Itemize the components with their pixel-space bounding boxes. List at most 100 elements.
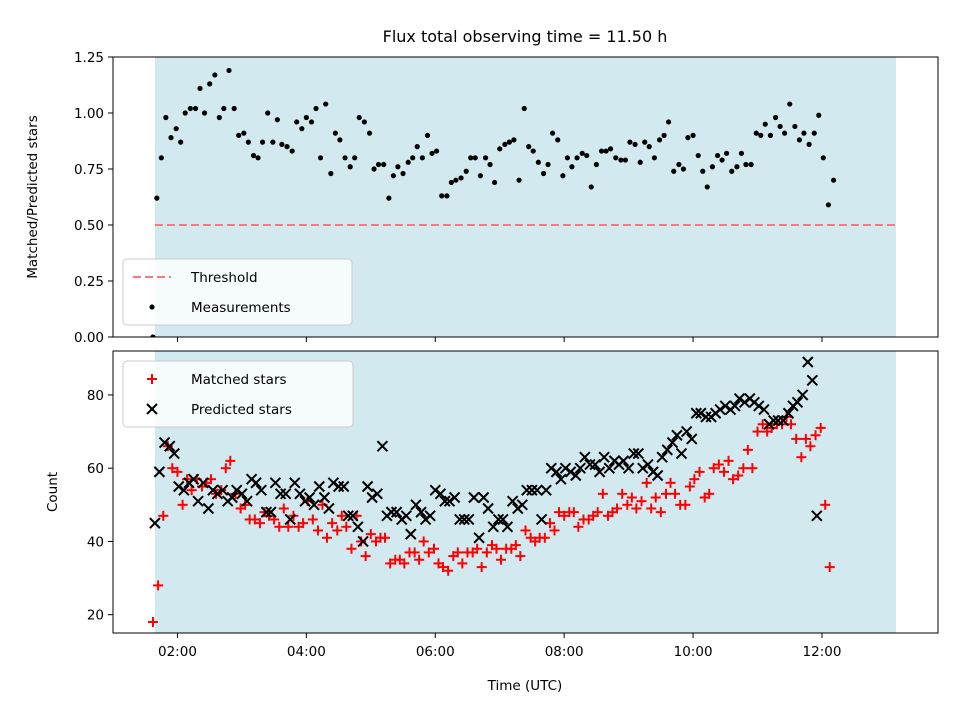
legend-swatch-matched (147, 374, 157, 384)
predicted-point (487, 521, 499, 533)
chart-title: Flux total observing time = 11.50 h (383, 27, 668, 46)
matched-point (379, 532, 390, 543)
ratio-point (719, 157, 725, 163)
ratio-point (371, 166, 377, 172)
matched-point (360, 551, 371, 562)
ratio-point (236, 132, 242, 138)
matched-point (689, 474, 700, 485)
matched-point (612, 503, 623, 514)
ratio-point (299, 126, 305, 132)
y-axis-label: Count (45, 472, 61, 512)
matched-point (641, 477, 652, 488)
ratio-point (361, 119, 367, 125)
ratio-point (574, 155, 580, 161)
ratio-point (245, 139, 251, 145)
ratio-point (265, 110, 271, 116)
matched-point (240, 499, 251, 510)
ratio-point (792, 123, 798, 130)
y-tick-label: 0.75 (74, 162, 104, 178)
matched-point (554, 507, 565, 518)
matched-point (220, 463, 231, 474)
matched-point (409, 547, 420, 558)
legend-box (122, 258, 353, 326)
ratio-point (356, 114, 362, 121)
predicted-point (656, 451, 668, 463)
matched-point (650, 492, 661, 503)
matched-point (800, 433, 811, 444)
predicted-point (158, 436, 171, 449)
y-tick-label: 80 (87, 388, 104, 404)
matched-point (742, 444, 753, 455)
ratio-point (328, 170, 334, 177)
matched-point (713, 459, 724, 470)
predicted-point (468, 491, 480, 504)
matched-point (704, 488, 715, 499)
ratio-point (255, 155, 261, 161)
matched-point (573, 521, 584, 532)
matched-point (791, 433, 802, 444)
ratio-point (593, 161, 599, 168)
predicted-point (622, 462, 635, 474)
matched-point (385, 558, 396, 569)
ratio-point (207, 81, 213, 87)
y-tick-label: 0.25 (74, 274, 104, 290)
matched-point (153, 580, 164, 591)
ratio-point (197, 85, 203, 91)
matched-point (428, 543, 439, 554)
matched-point (752, 426, 763, 437)
predicted-point (733, 392, 746, 405)
ratio-point (410, 155, 416, 161)
ratio-point (830, 177, 837, 183)
predicted-point (593, 466, 606, 478)
predicted-point (700, 411, 712, 423)
matched-point (414, 554, 425, 565)
predicted-point (617, 455, 630, 467)
axes-frame (112, 350, 939, 634)
predicted-point (570, 469, 582, 482)
predicted-point (250, 477, 262, 489)
ratio-point (695, 152, 701, 159)
matched-point (147, 617, 158, 628)
matched-point (796, 452, 807, 463)
matched-point (626, 492, 637, 503)
predicted-point (680, 425, 693, 438)
legend: Matched stars Predicted stars (122, 360, 354, 428)
ratio-point (497, 146, 503, 152)
matched-point (520, 525, 531, 536)
predicted-point (187, 473, 200, 485)
ratio-point (540, 170, 547, 177)
ratio-point (332, 130, 338, 136)
ratio-point (738, 150, 745, 156)
ratio-point (549, 130, 556, 136)
legend-label: Matched stars (191, 372, 287, 388)
ratio-point (598, 148, 605, 154)
y-tick-label: 20 (87, 608, 104, 624)
matched-point (158, 510, 169, 521)
matched-point (646, 503, 657, 514)
ratio-point (723, 150, 730, 156)
predicted-point (598, 451, 610, 463)
ratio-point (168, 135, 174, 141)
matched-point (496, 554, 507, 565)
matched-point (805, 441, 816, 452)
top-panel: 0.00 0.25 0.50 0.75 1.00 1.25 Matched/Predicte… (25, 50, 939, 346)
ratio-point (433, 148, 440, 154)
x-tick-label: 10:00 (674, 644, 713, 660)
ratio-point (158, 155, 164, 161)
matched-point (423, 547, 434, 558)
ratio-point (646, 144, 652, 150)
matched-point (452, 547, 463, 558)
matched-point (278, 503, 289, 514)
ratio-point (390, 173, 396, 179)
predicted-point (550, 466, 563, 478)
predicted-point (236, 488, 248, 500)
matched-point (665, 477, 676, 488)
plot-area (147, 356, 835, 628)
ratio-point (154, 195, 160, 201)
ratio-point (618, 157, 624, 163)
ratio-point (632, 141, 638, 147)
predicted-point (584, 458, 596, 471)
predicted-point (429, 484, 441, 496)
predicted-point (284, 513, 296, 526)
matched-point (332, 525, 343, 536)
